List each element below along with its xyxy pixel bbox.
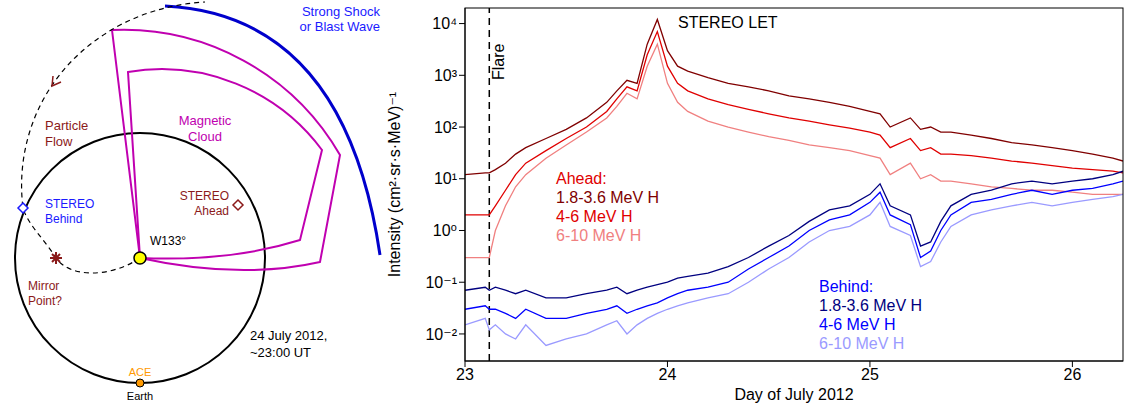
svg-text:6-10 MeV H: 6-10 MeV H (819, 335, 904, 352)
svg-text:STEREOAhead: STEREOAhead (180, 189, 229, 218)
svg-text:26: 26 (1063, 366, 1081, 383)
svg-text:Ahead:: Ahead: (556, 170, 607, 187)
svg-text:10²: 10² (434, 119, 458, 136)
svg-text:Flare: Flare (490, 43, 507, 80)
svg-text:10⁰: 10⁰ (433, 222, 457, 239)
svg-text:24: 24 (659, 366, 677, 383)
svg-text:STEREO LET: STEREO LET (678, 14, 778, 31)
svg-text:10⁻²: 10⁻² (425, 326, 457, 343)
svg-text:10¹: 10¹ (434, 170, 457, 187)
svg-text:MirrorPoint?: MirrorPoint? (28, 279, 62, 308)
svg-text:Intensity (cm²·sr·s·MeV)⁻¹: Intensity (cm²·sr·s·MeV)⁻¹ (386, 92, 403, 277)
svg-text:25: 25 (861, 366, 879, 383)
svg-text:MagneticCloud: MagneticCloud (179, 113, 232, 144)
svg-text:6-10 MeV H: 6-10 MeV H (556, 227, 641, 244)
svg-text:ParticleFlow: ParticleFlow (45, 118, 88, 149)
svg-text:Earth: Earth (127, 390, 153, 402)
svg-text:1.8-3.6 MeV H: 1.8-3.6 MeV H (556, 189, 659, 206)
svg-text:ACE: ACE (129, 366, 152, 378)
svg-text:1.8-3.6 MeV H: 1.8-3.6 MeV H (819, 297, 922, 314)
svg-text:10⁴: 10⁴ (432, 15, 457, 32)
svg-text:Behind:: Behind: (819, 278, 873, 295)
svg-text:4-6 MeV H: 4-6 MeV H (556, 208, 632, 225)
svg-text:STEREOBehind: STEREOBehind (45, 197, 94, 226)
svg-text:23: 23 (456, 366, 474, 383)
svg-text:Strong Shockor Blast Wave: Strong Shockor Blast Wave (300, 4, 381, 34)
svg-text:4-6 MeV H: 4-6 MeV H (819, 316, 895, 333)
svg-text:10⁻¹: 10⁻¹ (425, 274, 457, 291)
svg-text:24 July 2012,~23:00 UT: 24 July 2012,~23:00 UT (250, 328, 327, 360)
svg-text:10³: 10³ (434, 67, 458, 84)
svg-text:W133°: W133° (150, 234, 186, 248)
svg-text:Day of July 2012: Day of July 2012 (734, 386, 853, 403)
